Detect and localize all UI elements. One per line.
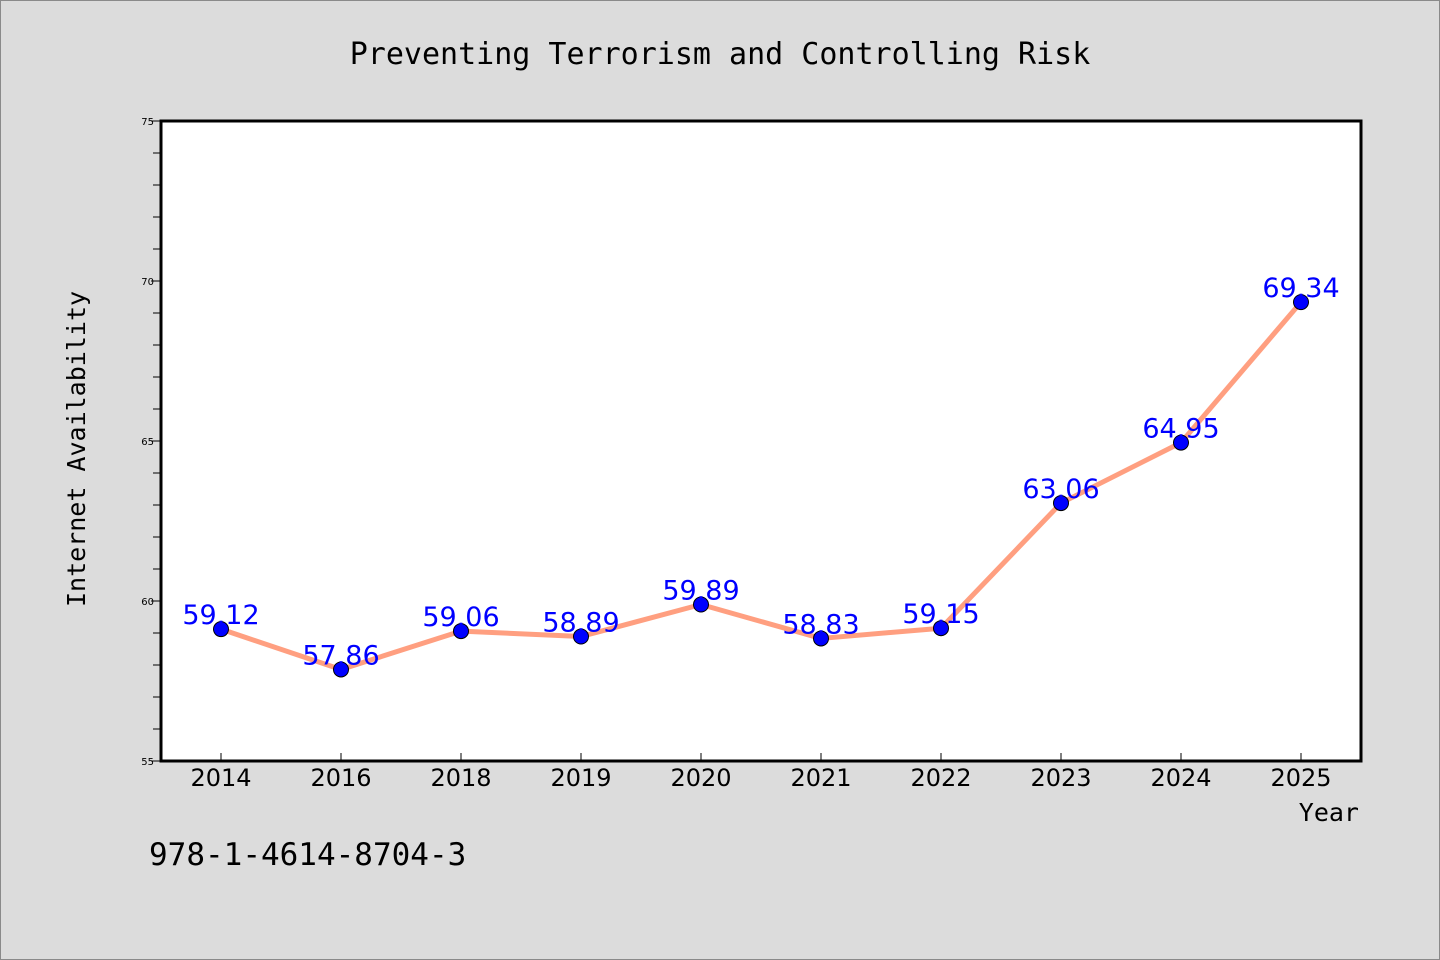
chart-title: Preventing Terrorism and Controlling Ris… — [350, 37, 1091, 72]
data-label: 59.89 — [662, 576, 739, 607]
series-line — [218, 299, 1304, 672]
data-point — [693, 596, 709, 613]
x-tick-label: 2020 — [670, 764, 731, 792]
x-axis-label: Year — [1299, 798, 1359, 827]
y-axis-label: Internet Availability — [62, 291, 91, 607]
y-tick-label: 55 — [141, 757, 154, 768]
data-label: 59.12 — [182, 600, 259, 631]
y-tick-label: 70 — [141, 277, 154, 288]
isbn-text: 978-1-4614-8704-3 — [149, 837, 466, 873]
data-point — [573, 628, 589, 645]
data-label: 59.06 — [422, 602, 499, 633]
data-point — [1293, 294, 1309, 311]
data-point — [333, 661, 349, 678]
x-tick-label: 2025 — [1270, 764, 1331, 792]
data-point — [933, 620, 949, 637]
y-axis-ticks: 55 60 65 70 75 — [141, 117, 161, 768]
data-point — [453, 623, 469, 640]
series-layer — [213, 294, 1309, 678]
data-label: 64.95 — [1142, 414, 1219, 445]
x-tick-label: 2014 — [190, 764, 251, 792]
x-tick-label: 2024 — [1150, 764, 1211, 792]
data-label: 69.34 — [1262, 273, 1339, 304]
y-tick-label: 75 — [141, 117, 154, 128]
data-label-layer: 59.12 57.86 59.06 58.89 59.89 58.83 59.15 63.06… — [182, 273, 1339, 671]
x-axis-ticks: 2014 2016 2018 2019 2020 2021 2022 2023 2024 2025 — [190, 753, 1332, 792]
x-tick-label: 2016 — [310, 764, 371, 792]
x-tick-label: 2019 — [550, 764, 611, 792]
data-label: 63.06 — [1022, 474, 1099, 505]
x-tick-label: 2023 — [1030, 764, 1091, 792]
data-point — [813, 630, 829, 647]
data-label: 58.89 — [542, 608, 619, 639]
plot-area — [161, 121, 1361, 761]
x-tick-label: 2018 — [430, 764, 491, 792]
y-tick-label: 65 — [141, 437, 154, 448]
data-point — [213, 621, 229, 638]
data-label: 57.86 — [302, 640, 379, 671]
x-tick-label: 2022 — [910, 764, 971, 792]
y-tick-label: 60 — [141, 597, 154, 608]
data-point — [1173, 434, 1189, 451]
data-point — [1053, 495, 1069, 512]
data-label: 59.15 — [902, 599, 979, 630]
plot-border — [159, 119, 1363, 763]
data-label: 58.83 — [782, 609, 859, 640]
x-tick-label: 2021 — [790, 764, 851, 792]
